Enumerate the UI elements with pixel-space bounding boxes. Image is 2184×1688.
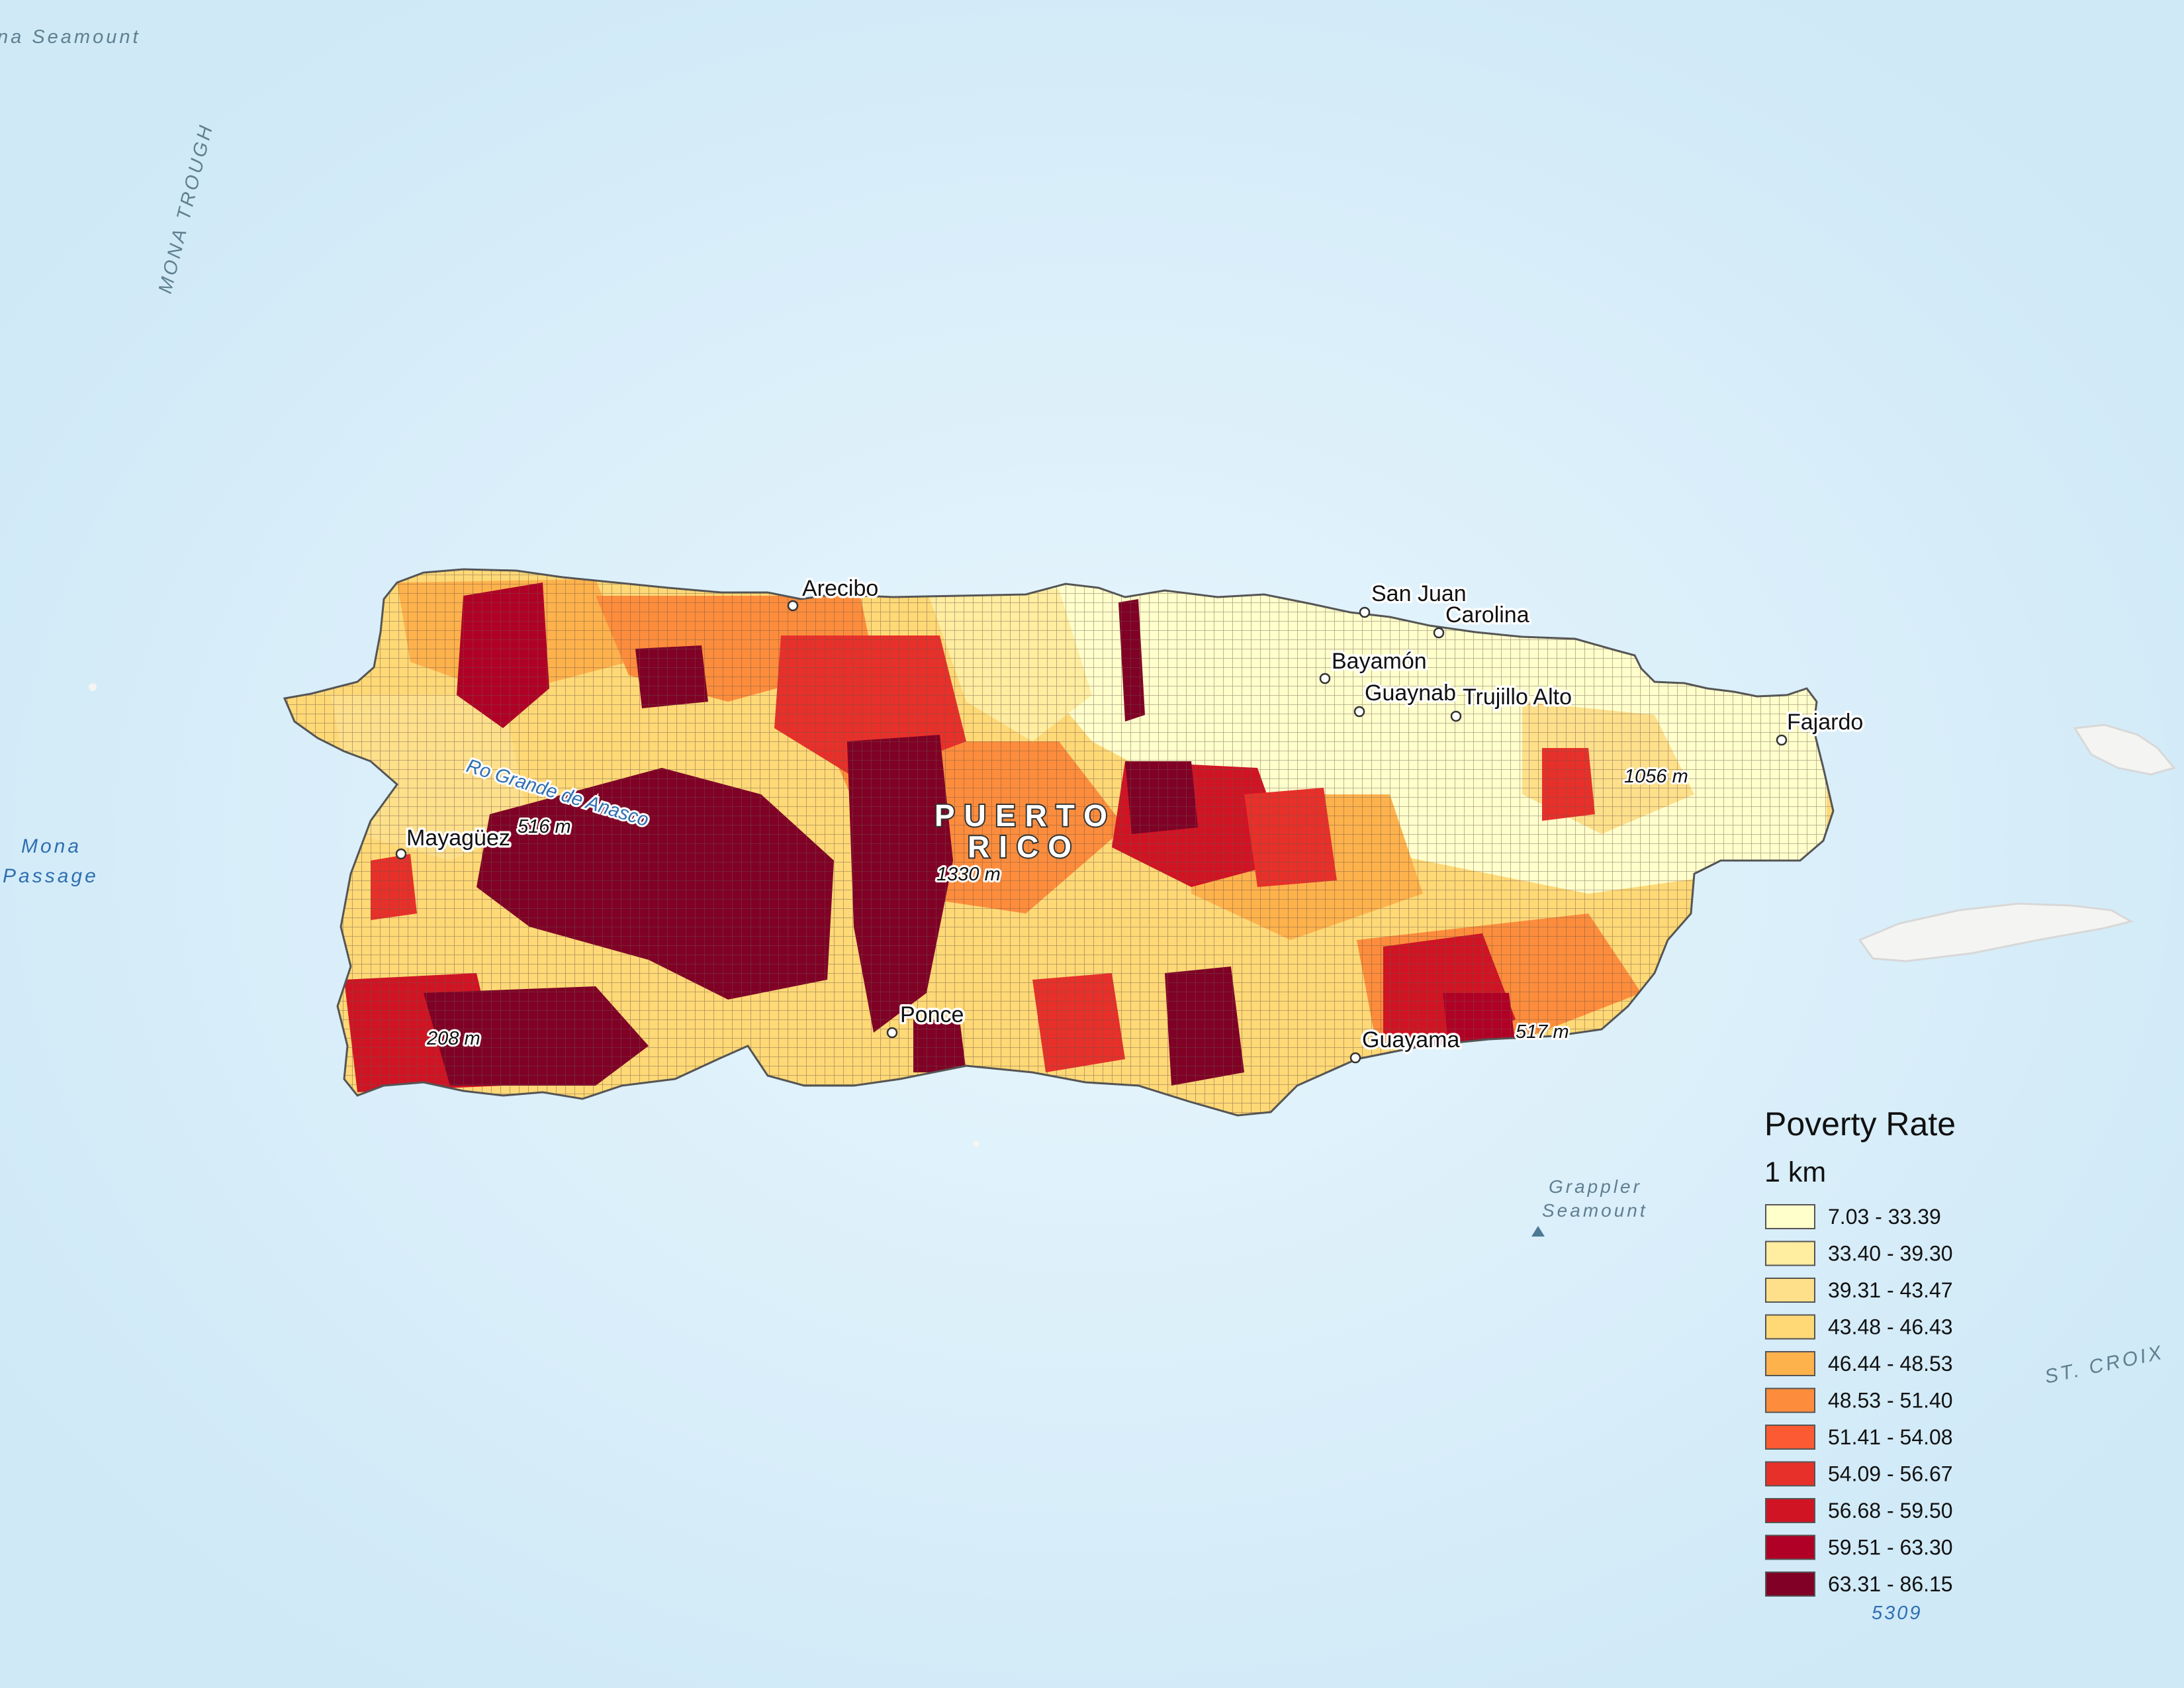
city-label: Ponce: [900, 1002, 964, 1027]
legend-item-label: 33.40 - 39.30: [1828, 1242, 1953, 1266]
islet: [973, 1141, 979, 1147]
legend: Poverty Rate 1 km 7.03 - 33.39 33.40 - 39…: [1764, 1105, 1956, 1624]
seamount-top-label: na Seamount: [0, 26, 141, 48]
island-name-line-1: PUERTO: [934, 798, 1116, 833]
legend-item-label: 43.48 - 46.43: [1828, 1315, 1953, 1339]
city-bayamon[interactable]: Bayamón: [1319, 647, 1429, 684]
grid-overlay: [285, 569, 1833, 1115]
legend-item-label: 51.41 - 54.08: [1828, 1425, 1953, 1449]
city-marker-icon: [1433, 627, 1445, 639]
city-mayaguez[interactable]: Mayagüez: [395, 823, 512, 860]
island-name-line-2: RICO: [968, 829, 1081, 864]
legend-item-label: 46.44 - 48.53: [1828, 1352, 1953, 1376]
city-label: Fajardo: [1787, 710, 1863, 735]
legend-item-label: 48.53 - 51.40: [1828, 1389, 1953, 1413]
legend-swatch: [1765, 1351, 1815, 1376]
small-islands-east: [2073, 724, 2176, 776]
city-san-juan[interactable]: San Juan: [1359, 579, 1469, 618]
legend-item-label: 39.31 - 43.47: [1828, 1278, 1953, 1302]
legend-item-label: 59.51 - 63.30: [1828, 1536, 1953, 1560]
legend-items: 7.03 - 33.39 33.40 - 39.30 39.31 - 43.47 43…: [1765, 1204, 1953, 1597]
legend-swatch: [1765, 1204, 1815, 1229]
elevation-label: 516 m: [518, 816, 571, 837]
legend-swatch: [1765, 1387, 1815, 1413]
city-arecibo[interactable]: Arecibo: [787, 574, 881, 612]
city-label: Mayagüez: [406, 825, 510, 851]
legend-swatch: [1765, 1241, 1815, 1266]
city-marker-icon: [1450, 710, 1462, 722]
legend-subtitle: 1 km: [1764, 1156, 1826, 1188]
islet: [89, 683, 97, 691]
city-fajardo[interactable]: Fajardo: [1776, 708, 1866, 746]
city-guaynabo[interactable]: Guaynab: [1353, 679, 1459, 718]
elevation-label: 1330 m: [936, 864, 1001, 885]
city-marker-icon: [1359, 606, 1371, 618]
legend-item-label: 56.68 - 59.50: [1828, 1499, 1953, 1523]
city-marker-icon: [1776, 734, 1788, 746]
city-marker-icon: [395, 848, 407, 860]
legend-title: Poverty Rate: [1764, 1105, 1956, 1143]
grappler-seamount-label-2: Seamount: [1542, 1200, 1648, 1221]
city-label: Bayamón: [1332, 649, 1427, 674]
puerto-rico-coastline: [283, 568, 1835, 1117]
legend-source-number: 5309: [1872, 1603, 1923, 1624]
city-guayama[interactable]: Guayama: [1349, 1025, 1462, 1064]
city-label: Guayama: [1362, 1027, 1459, 1053]
city-marker-icon: [1319, 673, 1331, 684]
city-label: San Juan: [1371, 581, 1467, 606]
city-marker-icon: [886, 1027, 898, 1039]
city-marker-icon: [1353, 706, 1365, 718]
legend-swatch: [1765, 1314, 1815, 1340]
legend-swatch: [1765, 1278, 1815, 1303]
mona-passage-label-1: Mona: [21, 835, 81, 857]
city-label: Trujillo Alto: [1463, 684, 1572, 710]
legend-item-label: 7.03 - 33.39: [1828, 1205, 1941, 1229]
city-label: Arecibo: [802, 576, 878, 601]
legend-swatch: [1765, 1571, 1815, 1597]
city-trujillo-alto[interactable]: Trujillo Alto: [1450, 682, 1574, 722]
grappler-seamount-label-1: Grappler: [1549, 1176, 1642, 1197]
seamount-marker-icon: [1531, 1226, 1545, 1237]
legend-item-label: 54.09 - 56.67: [1828, 1462, 1953, 1486]
mona-passage-label-2: Passage: [3, 865, 99, 887]
elevation-label: 208 m: [426, 1028, 480, 1049]
elevation-label: 1056 m: [1624, 766, 1688, 787]
legend-swatch: [1765, 1498, 1815, 1523]
city-label: Guaynab: [1365, 680, 1456, 706]
elevation-label: 517 m: [1516, 1021, 1569, 1043]
city-marker-icon: [1349, 1052, 1361, 1064]
city-carolina[interactable]: Carolina: [1433, 600, 1531, 639]
puerto-rico-poverty-grid[interactable]: [265, 556, 1853, 1125]
legend-swatch: [1765, 1425, 1815, 1450]
legend-swatch: [1765, 1461, 1815, 1487]
culebra-vieques-island: [1858, 902, 2134, 962]
legend-swatch: [1765, 1534, 1815, 1560]
legend-item-label: 63.31 - 86.15: [1828, 1572, 1953, 1596]
city-label: Carolina: [1445, 602, 1529, 628]
city-ponce[interactable]: Ponce: [886, 1000, 966, 1039]
city-marker-icon: [787, 600, 799, 612]
